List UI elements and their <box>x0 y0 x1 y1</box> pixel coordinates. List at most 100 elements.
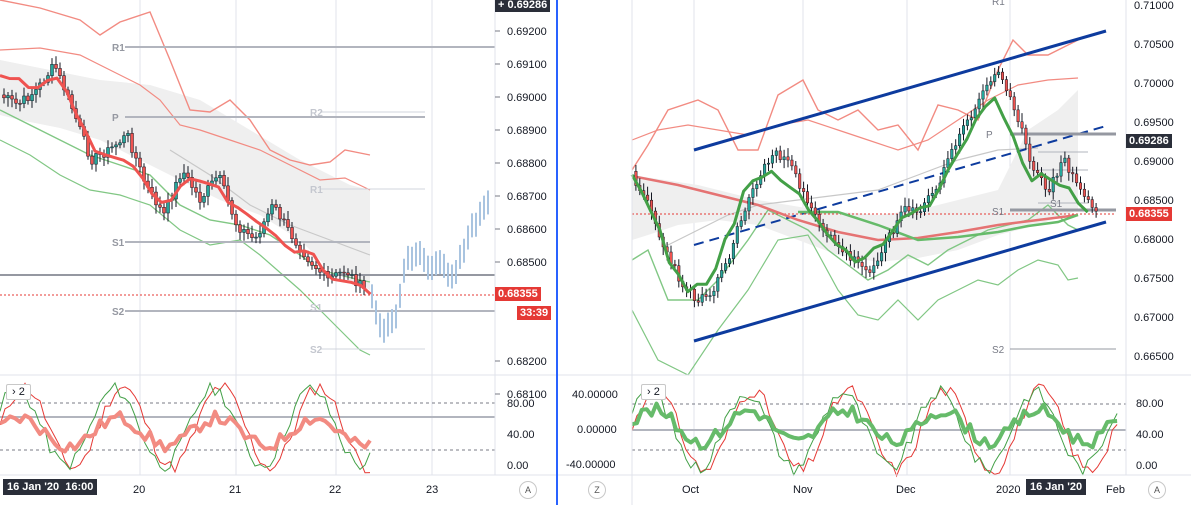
left-upper-band <box>0 0 371 166</box>
candle-body <box>743 210 747 221</box>
candle-body <box>194 187 198 193</box>
pivot-label: R1 <box>310 185 323 196</box>
price-tick: 0.68100 <box>507 389 547 401</box>
candle-body <box>868 269 872 273</box>
candle-body <box>126 133 130 136</box>
candle-body <box>1043 177 1047 190</box>
candle-body <box>354 274 358 287</box>
channel-upper-line[interactable] <box>693 29 1107 152</box>
candle-body <box>318 268 322 273</box>
candle-body <box>1055 175 1059 178</box>
left-candles <box>2 56 366 296</box>
candle-body <box>926 195 930 204</box>
active-pane-border <box>556 0 558 505</box>
candle-body <box>254 236 258 239</box>
candle-body <box>973 108 977 118</box>
candle-body <box>798 173 802 189</box>
candle-body <box>1090 199 1094 208</box>
candle-body <box>178 178 182 183</box>
osc-tick-left: -40.00000 <box>566 459 616 471</box>
zoom-button[interactable]: Z <box>588 481 606 499</box>
candle-body <box>806 191 809 204</box>
time-label: 23 <box>426 484 439 496</box>
candle-body <box>234 213 238 226</box>
channel-lower-line[interactable] <box>693 220 1107 343</box>
price-tick: 0.68900 <box>507 125 547 137</box>
left-price-chart[interactable]: R1 P R2 R1 S1 S1 S2 S2 0.69200 0.69100 0.6… <box>0 0 556 505</box>
candle-body <box>981 90 985 100</box>
chevron-right-icon: › <box>12 386 16 398</box>
price-tick: 0.68600 <box>507 224 547 236</box>
osc-tick-right: 80.00 <box>1136 398 1164 410</box>
candle-body <box>790 159 794 167</box>
candle-body <box>258 233 262 238</box>
candle-body <box>182 172 186 180</box>
candle-body <box>767 162 770 165</box>
top-price-tag: + 0.69286 <box>495 0 551 12</box>
right-candles <box>634 66 1098 308</box>
time-label: Oct <box>682 484 700 496</box>
candle-body <box>186 172 190 178</box>
right-mid-line <box>667 147 1039 246</box>
last-price-tag: 0.68355 <box>495 287 541 301</box>
candle-body <box>190 177 194 188</box>
price-tick: 0.68700 <box>507 191 547 203</box>
right-price-chart[interactable]: R1 P S1 S1 S2 <box>558 0 1191 505</box>
candle-body <box>90 155 94 165</box>
candle-body <box>782 156 786 161</box>
channel-mid-line[interactable] <box>693 125 1107 246</box>
price-tick: 0.69100 <box>507 59 547 71</box>
right-osc-toggle[interactable]: › 2 <box>641 384 666 400</box>
candle-body <box>720 270 724 278</box>
candle-body <box>1082 188 1086 197</box>
candle-body <box>965 119 969 126</box>
price-tick: 0.69000 <box>507 92 547 104</box>
candle-body <box>646 194 650 201</box>
time-label: 20 <box>133 484 146 496</box>
right-upper-band <box>631 38 1079 171</box>
left-osc-fast <box>0 382 371 474</box>
candle-body <box>270 204 274 215</box>
candle-body <box>1075 173 1079 184</box>
time-label: Dec <box>896 484 916 496</box>
right-osc-slow <box>631 384 1118 477</box>
candle-body <box>130 133 134 153</box>
candle-body <box>950 149 954 159</box>
candle-body <box>342 271 346 274</box>
candle-body <box>30 94 34 101</box>
candle-body <box>778 150 782 161</box>
candle-body <box>334 272 338 277</box>
left-lower-band <box>0 109 371 283</box>
left-osc-toggle[interactable]: › 2 <box>6 384 31 400</box>
time-label: Nov <box>793 484 813 496</box>
auto-scale-button[interactable]: A <box>1148 481 1166 499</box>
candle-body <box>1079 182 1082 190</box>
candle-body <box>1036 170 1040 173</box>
candle-body <box>266 213 270 223</box>
candle-body <box>222 175 226 187</box>
candle-body <box>919 211 923 213</box>
price-tick: 0.67000 <box>1134 312 1174 324</box>
candle-body <box>813 207 817 215</box>
price-tick: 0.69000 <box>1134 156 1174 168</box>
left-chart-pane[interactable]: R1 P R2 R1 S1 S1 S2 S2 0.69200 0.69100 0.6… <box>0 0 556 505</box>
candle-body <box>802 188 806 192</box>
candle-body <box>759 175 763 185</box>
candle-body <box>26 95 30 101</box>
candle-body <box>876 260 880 266</box>
candle-body <box>162 207 166 214</box>
candle-body <box>2 94 6 99</box>
price-tick: 0.71000 <box>1134 0 1174 12</box>
left-osc-tick: 0.00 <box>507 460 529 472</box>
candle-body <box>755 184 759 189</box>
auto-scale-button[interactable]: A <box>519 481 537 499</box>
candle-body <box>1020 121 1024 129</box>
right-chart-pane[interactable]: R1 P S1 S1 S2 0.69286 0.68355 › 2 40.000… <box>558 0 1191 505</box>
left-lower-band-2 <box>0 139 371 356</box>
right-price-tag-1: 0.69286 <box>1126 134 1172 148</box>
plus-icon[interactable]: + <box>498 0 505 11</box>
candle-body <box>34 89 38 95</box>
candle-body <box>114 144 118 148</box>
candle-body <box>346 272 350 276</box>
right-slow-ma-green <box>798 210 1079 242</box>
